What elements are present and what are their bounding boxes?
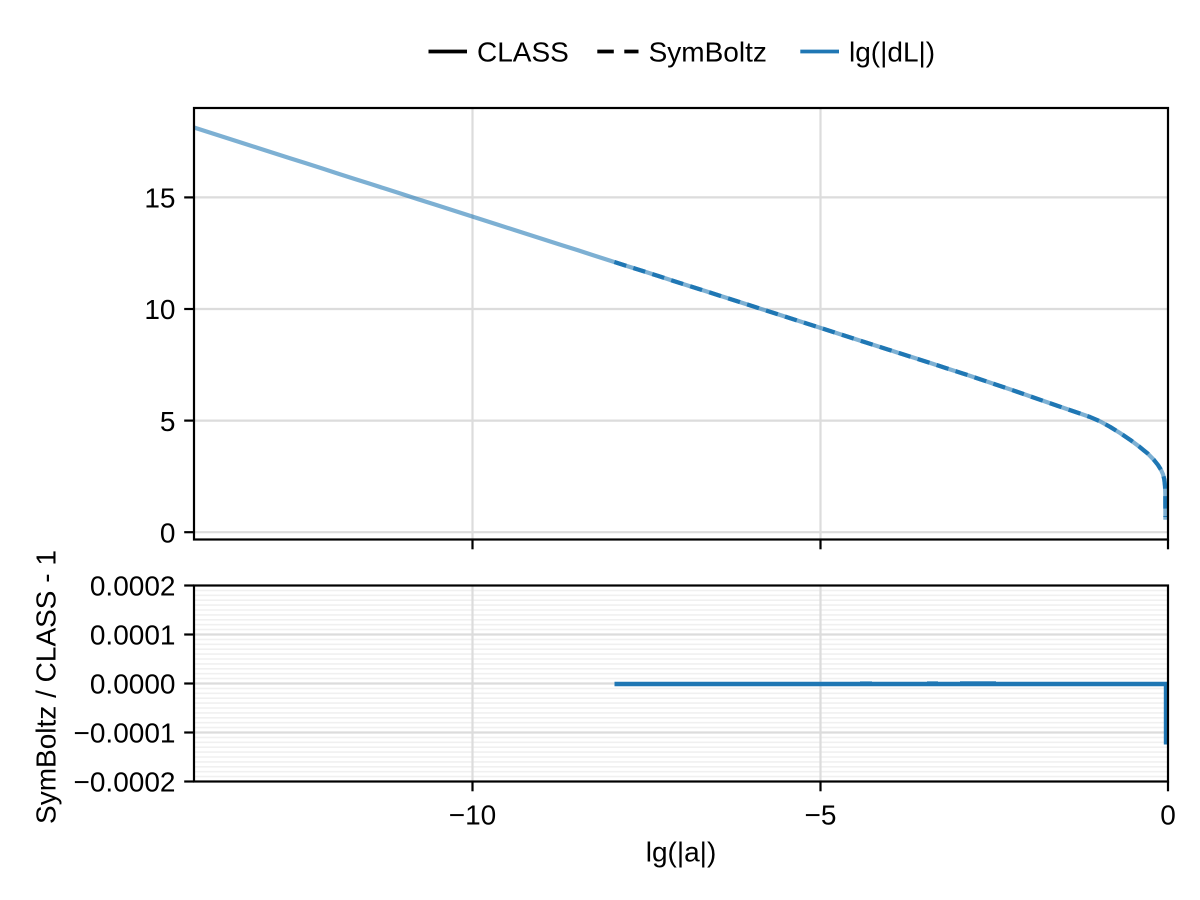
svg-text:SymBoltz: SymBoltz <box>649 37 767 68</box>
svg-text:0: 0 <box>160 517 176 548</box>
svg-text:0.0000: 0.0000 <box>90 669 176 700</box>
svg-text:−5: −5 <box>805 800 837 831</box>
svg-text:10: 10 <box>144 294 175 325</box>
svg-text:−0.0001: −0.0001 <box>74 718 176 749</box>
svg-text:lg(|dL|): lg(|dL|) <box>849 37 935 68</box>
svg-text:15: 15 <box>144 183 175 214</box>
svg-text:0.0002: 0.0002 <box>90 571 176 602</box>
svg-text:SymBoltz / CLASS - 1: SymBoltz / CLASS - 1 <box>30 550 61 824</box>
svg-text:0.0001: 0.0001 <box>90 620 176 651</box>
svg-text:0: 0 <box>1160 800 1176 831</box>
svg-text:−10: −10 <box>449 800 497 831</box>
svg-text:CLASS: CLASS <box>477 37 569 68</box>
svg-text:5: 5 <box>160 406 176 437</box>
svg-text:lg(|a|): lg(|a|) <box>646 837 717 868</box>
svg-text:−0.0002: −0.0002 <box>74 767 176 798</box>
